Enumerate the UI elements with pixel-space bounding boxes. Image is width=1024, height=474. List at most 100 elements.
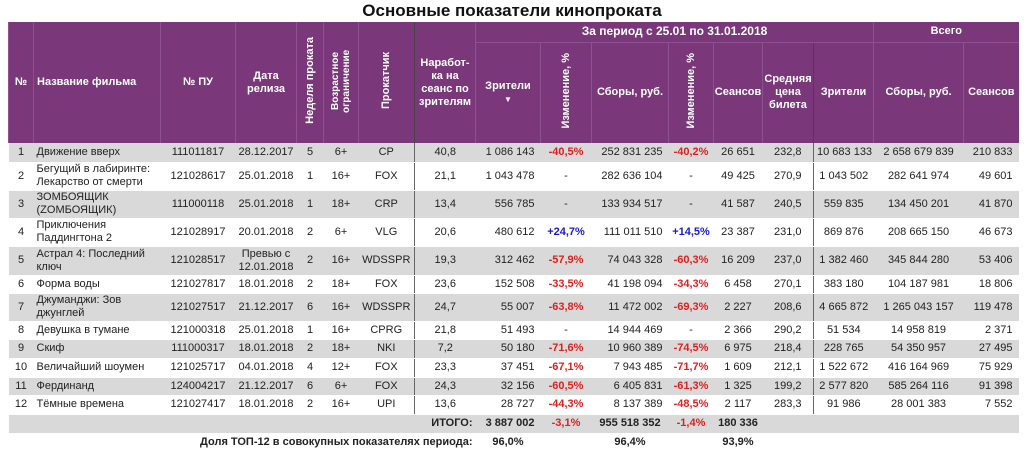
- cell-distributor: FOX: [358, 358, 415, 378]
- total-row: ИТОГО: 3 887 002 -3,1% 955 518 352 -1,4%…: [8, 414, 1019, 433]
- cell-gross-change: -60,3%: [668, 246, 714, 276]
- cell-avg-price: 237,0: [762, 246, 814, 276]
- col-total-sessions[interactable]: Сеансов: [963, 41, 1019, 143]
- cell-total-gross: 585 264 116: [873, 377, 964, 396]
- cell-viewers: 28 727: [475, 395, 541, 415]
- cell-per-session: 24,7: [414, 293, 476, 322]
- cell-total-sessions: 119 478: [963, 293, 1019, 322]
- total-sessions: 180 336: [713, 414, 763, 433]
- cell-total-gross: 345 844 280: [873, 246, 964, 276]
- cell-row-number: 3: [8, 190, 34, 219]
- col-film[interactable]: Название фильма: [33, 22, 161, 143]
- sort-down-icon[interactable]: ▼: [504, 94, 512, 104]
- col-gross[interactable]: Сборы, руб.: [591, 41, 669, 143]
- cell-total-sessions: 49 601: [963, 162, 1019, 191]
- cell-age-rating: 16+: [323, 246, 359, 276]
- total-gross: 955 518 352: [591, 414, 669, 433]
- cell-gross-change: -: [668, 321, 714, 340]
- cell-age-rating: 16+: [323, 162, 359, 191]
- cell-avg-price: 240,5: [762, 190, 814, 219]
- cell-release-date: 28.12.2017: [235, 143, 297, 163]
- table-row[interactable]: 11 Фердинанд 124004217 21.12.2017 6 6+ FOX 24,3…: [8, 377, 1019, 396]
- cell-distributor: WDSSPR: [358, 246, 415, 276]
- cell-row-number: 10: [8, 358, 34, 378]
- cell-gross-change: -71,7%: [668, 358, 714, 378]
- cell-viewers: 1 043 478: [475, 162, 541, 191]
- cell-rental-week: 2: [296, 246, 324, 276]
- cell-pu-number: 124004217: [160, 377, 236, 396]
- cell-distributor: UPI: [358, 395, 415, 415]
- col-per-session[interactable]: Наработ-ка на сеанс по зрителям: [414, 22, 476, 143]
- table-row[interactable]: 6 Форма воды 121027817 18.01.2018 2 18+ FOX 23,…: [8, 275, 1019, 294]
- col-viewers[interactable]: Зрители ▼: [475, 41, 541, 143]
- table-row[interactable]: 1 Движение вверх 111011817 28.12.2017 5 6+ CP 4…: [8, 143, 1019, 163]
- cell-per-session: 21,1: [414, 162, 476, 191]
- cell-release-date: 21.12.2017: [235, 377, 297, 396]
- table-row[interactable]: 4 Приключения Паддингтона 2 121028917 20.01…: [8, 218, 1019, 247]
- cell-row-number: 1: [8, 143, 34, 163]
- cell-release-date: 25.01.2018: [235, 162, 297, 191]
- col-sessions[interactable]: Сеансов: [713, 41, 763, 143]
- col-distributor[interactable]: Прокатчик: [358, 22, 415, 143]
- cell-viewers-change: -44,3%: [540, 395, 592, 415]
- period-group-header: За период с 25.01 по 31.01.2018: [474, 22, 874, 42]
- cell-viewers-change: -71,6%: [540, 339, 592, 359]
- table-row[interactable]: 2 Бегущий в лабиринте: Лекарство от смерт…: [8, 162, 1019, 191]
- cell-pu-number: 121028617: [160, 162, 236, 191]
- cell-total-viewers: 2 577 820: [813, 377, 874, 396]
- cell-release-date: 21.12.2017: [235, 293, 297, 322]
- cell-gross: 7 943 485: [591, 358, 669, 378]
- cell-gross: 14 944 469: [591, 321, 669, 340]
- cell-per-session: 23,6: [414, 275, 476, 294]
- cell-viewers-change: -33,5%: [540, 275, 592, 294]
- col-viewers-change[interactable]: Изменение, %: [540, 41, 592, 143]
- total-group-header: Всего: [873, 22, 1019, 42]
- cell-gross-change: -: [668, 190, 714, 219]
- cell-sessions: 1 609: [713, 358, 763, 378]
- cell-total-viewers: 1 043 502: [813, 162, 874, 191]
- cell-rental-week: 6: [296, 377, 324, 396]
- cell-pu-number: 111000118: [160, 190, 236, 219]
- table-row[interactable]: 8 Девушка в тумане 121000318 25.01.2018 1 16+…: [8, 321, 1019, 340]
- cell-pu-number: 121027517: [160, 293, 236, 322]
- cell-release-date: 18.01.2018: [235, 395, 297, 415]
- col-release[interactable]: Дата релиза: [235, 22, 297, 143]
- col-total-gross[interactable]: Сборы, руб.: [873, 41, 964, 143]
- cell-total-sessions: 53 406: [963, 246, 1019, 276]
- cell-viewers: 50 180: [475, 339, 541, 359]
- col-avg-price[interactable]: Средняя цена билета: [762, 41, 814, 143]
- cell-total-viewers: 51 534: [813, 321, 874, 340]
- col-week[interactable]: Неделя проката: [296, 22, 324, 143]
- cell-release-date: 18.01.2018: [235, 275, 297, 294]
- cell-total-gross: 2 658 679 839: [873, 143, 964, 163]
- cell-total-gross: 104 187 981: [873, 275, 964, 294]
- cell-per-session: 20,6: [414, 218, 476, 247]
- col-total-viewers[interactable]: Зрители: [812, 41, 874, 143]
- col-week-label: Неделя проката: [303, 37, 316, 124]
- cell-release-date: 25.01.2018: [235, 190, 297, 219]
- cell-distributor: FOX: [358, 275, 415, 294]
- cell-row-number: 5: [8, 246, 34, 276]
- cell-viewers: 51 493: [475, 321, 541, 340]
- table-row[interactable]: 12 Тёмные времена 121027417 18.01.2018 2 16+ U…: [8, 395, 1019, 415]
- total-viewers-change: -3,1%: [540, 414, 592, 433]
- cell-avg-price: 283,3: [762, 395, 814, 415]
- table-row[interactable]: 10 Величайший шоумен 121025717 04.01.2018 4 1…: [8, 358, 1019, 378]
- table-row[interactable]: 3 ЗОМБОЯЩИК (ZОМБОЯЩИК) 111000118 25.01.201…: [8, 190, 1019, 219]
- table-row[interactable]: 5 Астрал 4: Последний ключ 121028517 Превью…: [8, 246, 1019, 276]
- col-age-label: Возрастное ограничение: [330, 48, 352, 113]
- table-row[interactable]: 7 Джуманджи: Зов джунглей 121027517 21.12.2…: [8, 293, 1019, 322]
- col-gross-change[interactable]: Изменение, %: [668, 41, 714, 143]
- cell-gross: 10 960 389: [591, 339, 669, 359]
- col-pu[interactable]: № ПУ: [160, 22, 236, 143]
- table-row[interactable]: 9 Скиф 111000317 18.01.2018 2 18+ NKI 7,2 50 180…: [8, 339, 1019, 359]
- cell-gross: 11 472 002: [591, 293, 669, 322]
- cell-sessions: 16 209: [713, 246, 763, 276]
- cell-gross: 8 137 389: [591, 395, 669, 415]
- share-sessions: 93,9%: [722, 436, 754, 448]
- cell-sessions: 41 587: [713, 190, 763, 219]
- cell-per-session: 24,3: [414, 377, 476, 396]
- cell-sessions: 23 387: [713, 218, 763, 247]
- col-age[interactable]: Возрастное ограничение: [323, 22, 359, 143]
- cell-total-viewers: 559 835: [813, 190, 874, 219]
